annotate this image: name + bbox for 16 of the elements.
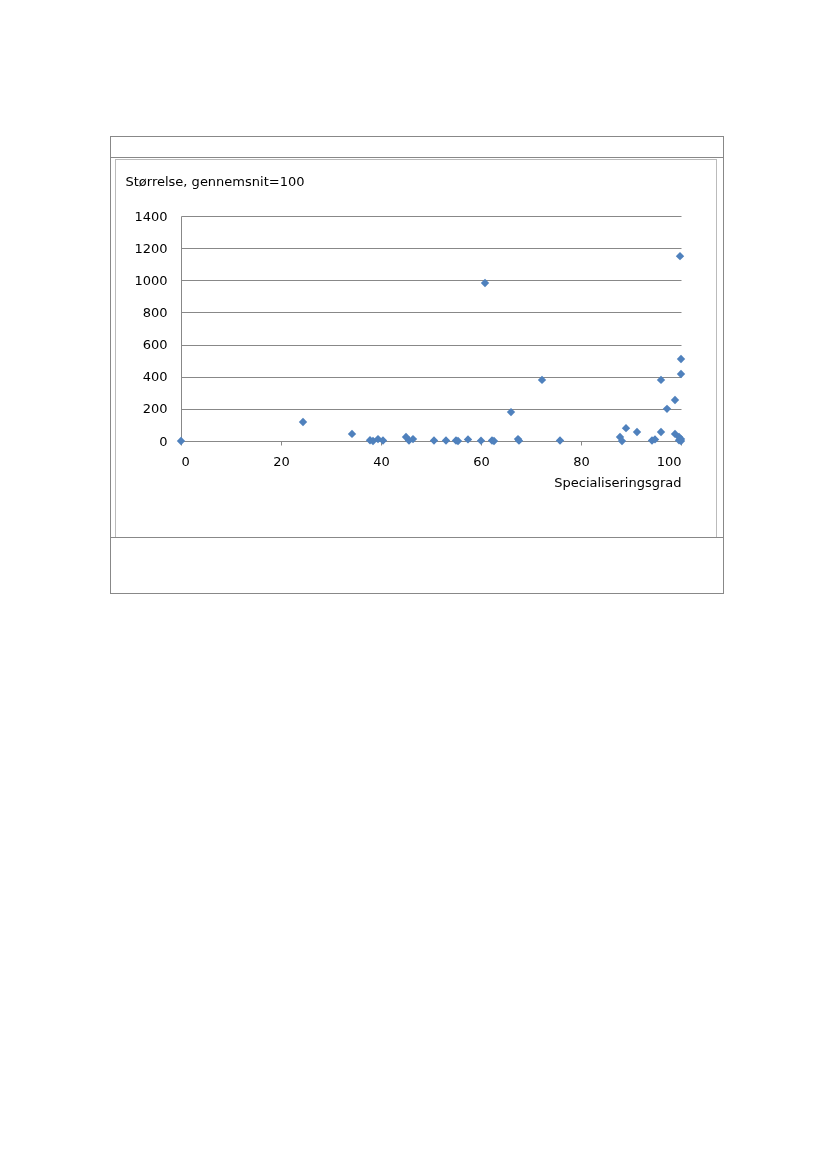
y-tick-label: 1000	[134, 272, 168, 288]
y-tick-label: 800	[142, 304, 168, 320]
y-axis-title: Størrelse, gennemsnit=100	[125, 173, 305, 189]
y-tick-label: 1200	[134, 240, 168, 256]
x-tick-label: 60	[473, 453, 490, 469]
y-tick-label: 1400	[134, 208, 168, 224]
x-axis-title: Specialiseringsgrad	[554, 474, 682, 490]
x-tick-label: 100	[656, 453, 682, 469]
x-tick-label: 80	[573, 453, 590, 469]
x-tick-label: 40	[373, 453, 390, 469]
x-tick-label: 20	[273, 453, 290, 469]
y-tick-label: 0	[159, 433, 168, 449]
y-tick-label: 400	[142, 369, 168, 385]
x-tick-label: 0	[181, 453, 190, 469]
y-tick-label: 200	[142, 401, 168, 417]
y-tick-label: 600	[142, 337, 168, 353]
